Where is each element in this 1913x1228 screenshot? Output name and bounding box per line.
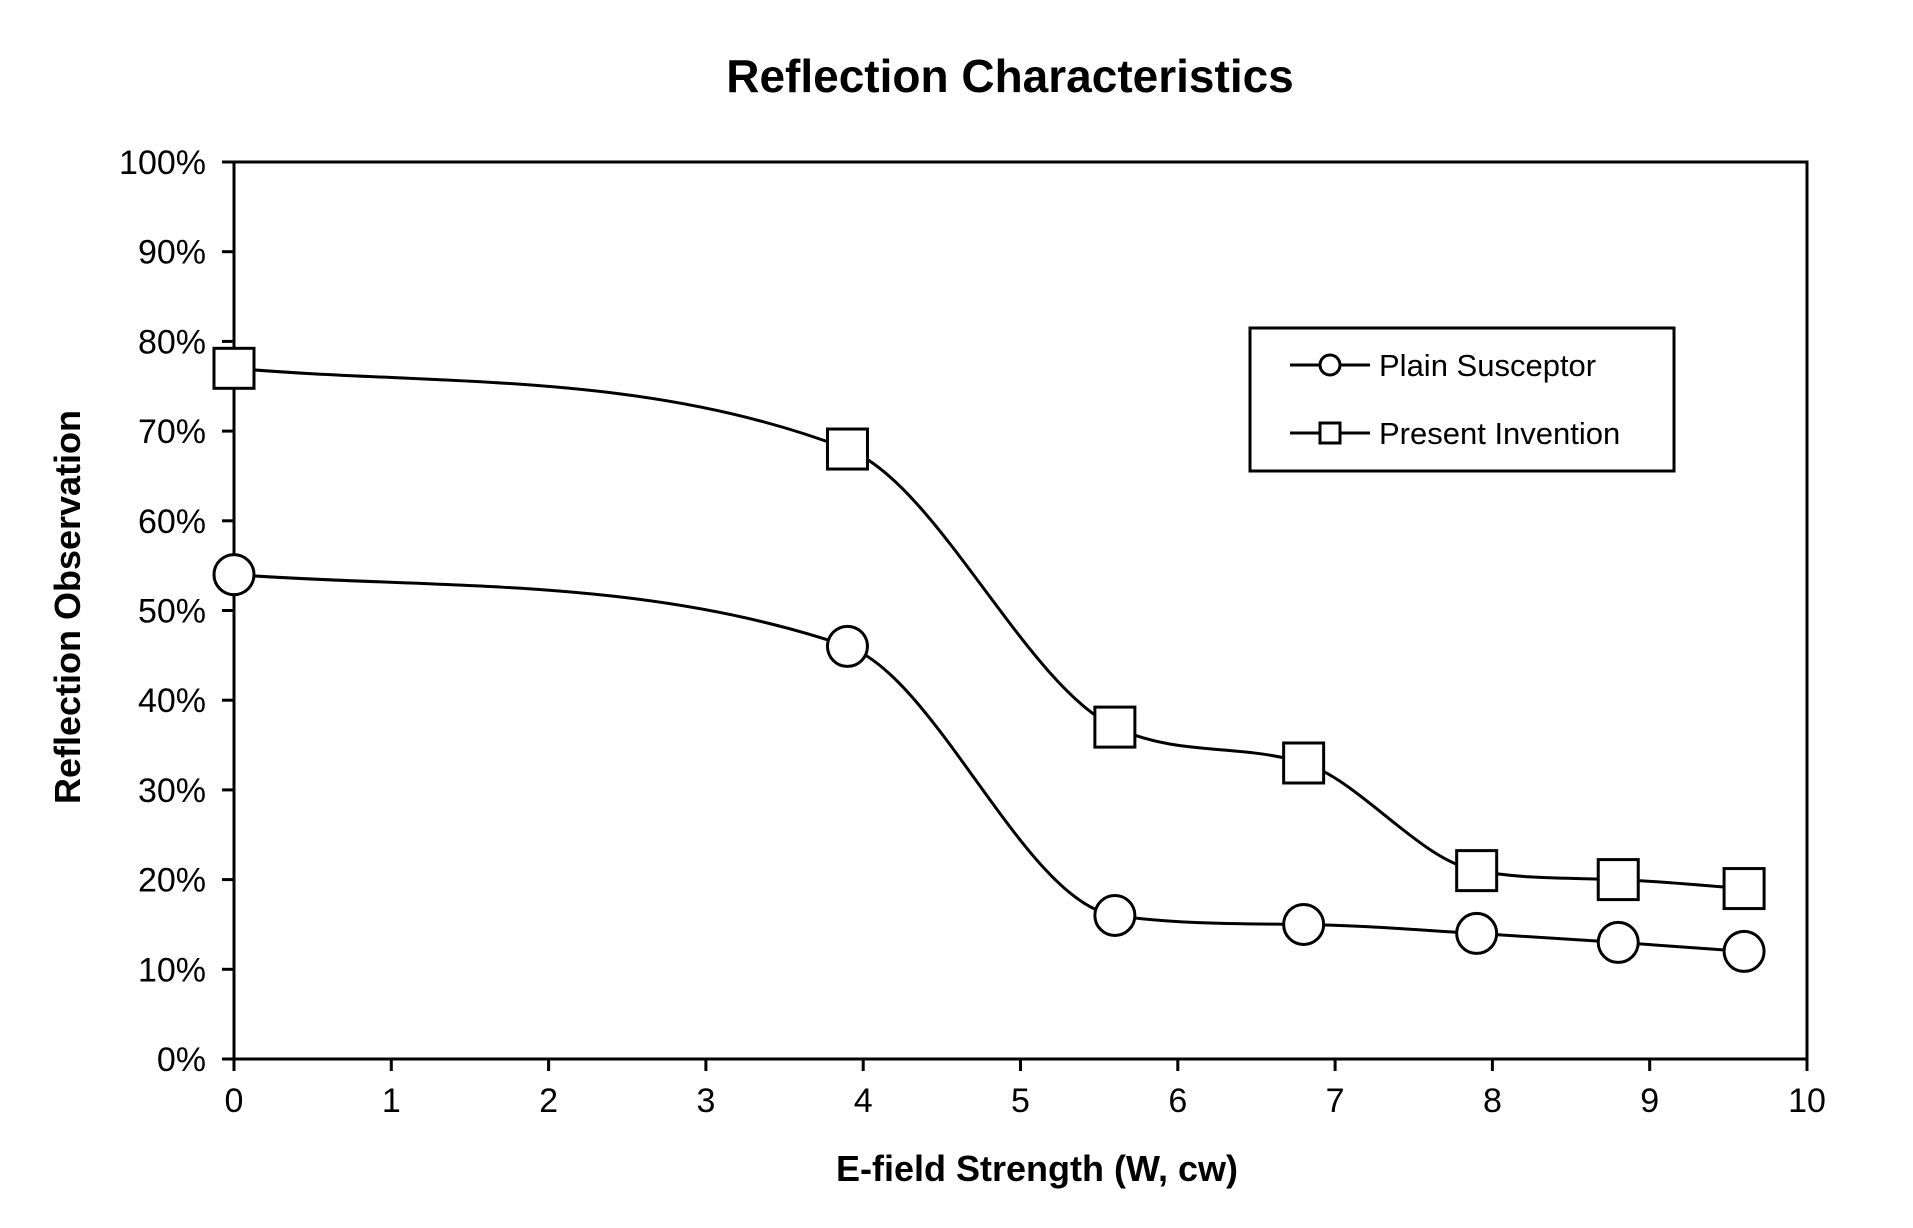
data-point-circle: [1095, 895, 1135, 935]
x-axis-label: E-field Strength (W, cw): [836, 1148, 1238, 1189]
x-tick-label: 0: [225, 1082, 244, 1120]
x-tick-label: 6: [1168, 1082, 1187, 1120]
legend-circle-marker: [1320, 355, 1340, 375]
data-point-circle: [827, 626, 867, 666]
data-point-circle: [214, 555, 254, 595]
x-tick-label: 7: [1326, 1082, 1345, 1120]
x-tick-label: 2: [539, 1082, 558, 1120]
data-point-circle: [1284, 904, 1324, 944]
data-point-square: [1095, 707, 1135, 747]
y-tick-label: 40%: [138, 682, 206, 720]
series-line: [234, 575, 1744, 952]
chart-title: Reflection Characteristics: [726, 50, 1294, 102]
data-point-square: [1284, 743, 1324, 783]
y-tick-label: 0%: [157, 1041, 206, 1079]
y-tick-label: 100%: [119, 144, 206, 182]
y-tick-label: 10%: [138, 951, 206, 989]
x-tick-label: 4: [854, 1082, 873, 1120]
x-tick-label: 1: [382, 1082, 401, 1120]
x-tick-label: 3: [696, 1082, 715, 1120]
y-tick-label: 60%: [138, 503, 206, 541]
y-axis-label: Reflection Observation: [47, 410, 88, 804]
data-point-circle: [1598, 922, 1638, 962]
series-circle: [214, 555, 1764, 972]
y-tick-label: 70%: [138, 413, 206, 451]
x-tick-label: 9: [1640, 1082, 1659, 1120]
legend: Plain Susceptor Present Invention: [1250, 328, 1674, 471]
legend-label: Present Invention: [1379, 416, 1620, 451]
data-point-square: [1724, 869, 1764, 909]
plot-area-frame: [234, 162, 1807, 1059]
legend-square-marker: [1320, 423, 1340, 443]
data-point-square: [827, 429, 867, 469]
y-tick-label: 30%: [138, 772, 206, 810]
x-axis-ticks: 0 1 2 3 4 5 6 7 8 9 10: [225, 1059, 1826, 1120]
y-tick-label: 90%: [138, 234, 206, 272]
x-tick-label: 10: [1788, 1082, 1826, 1120]
y-axis-ticks: 0% 10% 20% 30% 40% 50% 60% 70% 80% 90% 100%: [119, 144, 234, 1079]
x-tick-label: 8: [1483, 1082, 1502, 1120]
data-point-circle: [1724, 931, 1764, 971]
x-tick-label: 5: [1011, 1082, 1030, 1120]
data-point-square: [1598, 860, 1638, 900]
y-tick-label: 80%: [138, 323, 206, 361]
data-point-square: [1457, 851, 1497, 891]
legend-label: Plain Susceptor: [1379, 348, 1596, 383]
data-point-square: [214, 348, 254, 388]
y-tick-label: 50%: [138, 593, 206, 631]
y-tick-label: 20%: [138, 862, 206, 900]
data-point-circle: [1457, 913, 1497, 953]
